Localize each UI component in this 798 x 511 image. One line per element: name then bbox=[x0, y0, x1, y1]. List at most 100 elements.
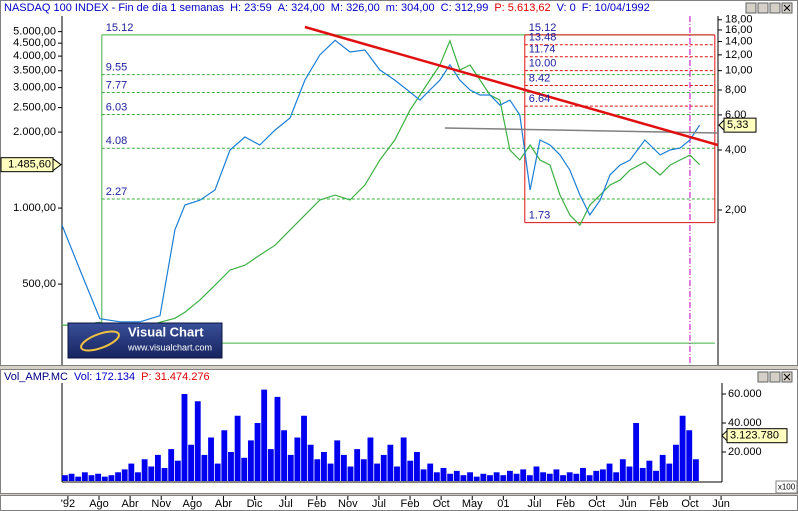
y-tick-label: 500,00 bbox=[22, 278, 56, 290]
header-field: Vol: 172.134 bbox=[74, 371, 135, 383]
header-field: H: 23:59 bbox=[230, 2, 272, 14]
x-tick-label: Nov bbox=[338, 498, 358, 510]
volume-bar bbox=[274, 396, 281, 481]
x-tick-label: Jul bbox=[279, 498, 293, 510]
y-tick-label: 5.000,00 bbox=[13, 26, 56, 38]
x-tick-label: '92 bbox=[61, 498, 75, 510]
volume-bar bbox=[267, 449, 274, 481]
x-tick-label: May bbox=[462, 498, 483, 510]
volume-bar bbox=[566, 472, 573, 481]
volume-bar bbox=[487, 475, 493, 481]
header-field: P: 31.474.276 bbox=[141, 371, 210, 383]
volume-bar bbox=[633, 423, 640, 481]
last-value-box bbox=[0, 157, 54, 173]
fib-label: 11.74 bbox=[529, 44, 556, 56]
x-tick-label: Oct bbox=[681, 498, 698, 510]
y-tick-label: 1.000,00 bbox=[13, 202, 56, 214]
volume-bar bbox=[646, 460, 653, 481]
x-tick-label: Oct bbox=[433, 498, 450, 510]
volume-bar bbox=[347, 466, 354, 481]
restore-button[interactable] bbox=[757, 2, 769, 14]
vol-maximize-button[interactable] bbox=[769, 371, 781, 383]
volume-plot-area bbox=[62, 389, 699, 481]
x-tick-label: Jul bbox=[527, 498, 541, 510]
y-tick-label: 2.500,00 bbox=[13, 102, 56, 114]
volume-bar bbox=[247, 440, 254, 481]
header-field: F: 10/04/1992 bbox=[582, 2, 650, 14]
x-tick-label: Jul bbox=[372, 498, 386, 510]
y2-tick-label: 8,00 bbox=[725, 84, 746, 96]
x-tick-label: Jun bbox=[712, 498, 730, 510]
volume-bar bbox=[141, 459, 148, 481]
volume-bar bbox=[659, 454, 666, 481]
fib-label: 4.08 bbox=[106, 135, 127, 147]
volume-bar bbox=[241, 457, 248, 481]
last-value-label: 5,33 bbox=[727, 119, 748, 131]
volume-bar bbox=[473, 476, 480, 481]
volume-bar bbox=[606, 463, 613, 481]
volume-bar bbox=[148, 466, 155, 481]
y-tick-label: 4.000,00 bbox=[13, 50, 56, 62]
volume-bar bbox=[673, 444, 679, 481]
volume-bar bbox=[128, 463, 135, 481]
volume-bar bbox=[221, 430, 228, 481]
y2-tick-label: 16,00 bbox=[725, 24, 753, 36]
fib-label: 15.12 bbox=[529, 22, 557, 34]
volume-bar bbox=[340, 454, 347, 481]
volume-bar bbox=[493, 472, 500, 481]
y-tick-label: 4.500,00 bbox=[13, 37, 56, 49]
volume-bar bbox=[414, 452, 420, 481]
trendline bbox=[304, 25, 718, 147]
fib-label: 7.77 bbox=[106, 79, 127, 91]
x-tick-label: Dic bbox=[247, 498, 263, 510]
volume-bar bbox=[188, 444, 195, 481]
price-line bbox=[62, 39, 701, 323]
volume-bar bbox=[95, 473, 102, 481]
fib-label: 10.00 bbox=[529, 58, 557, 70]
volume-bar bbox=[586, 475, 593, 481]
volume-bar bbox=[520, 469, 527, 481]
volume-bar bbox=[115, 472, 121, 481]
volume-bar bbox=[108, 475, 115, 481]
last-value-label: 1.485,60 bbox=[8, 159, 51, 171]
logo-url: www.visualchart.com bbox=[127, 342, 212, 352]
volume-bar bbox=[679, 415, 686, 481]
x-tick-label: Feb bbox=[401, 498, 420, 510]
window-buttons[interactable] bbox=[745, 2, 793, 383]
volume-bar bbox=[380, 454, 387, 481]
volume-bar bbox=[161, 467, 168, 481]
volume-bar bbox=[400, 437, 407, 481]
volume-bar bbox=[593, 470, 600, 481]
volume-bar bbox=[62, 475, 68, 481]
x-tick-label: Ago bbox=[89, 498, 109, 510]
header-field: Vol_AMP.MC bbox=[4, 371, 68, 383]
volume-bar bbox=[599, 469, 606, 481]
volume-bar bbox=[546, 473, 553, 481]
multiplier-label: x100 bbox=[778, 483, 796, 492]
vol-restore-button[interactable] bbox=[757, 371, 769, 383]
y2-tick-label: 2,00 bbox=[725, 204, 746, 216]
volume-bar bbox=[433, 472, 440, 481]
volume-bar bbox=[88, 475, 95, 481]
volume-bar bbox=[440, 467, 447, 481]
volume-bar bbox=[513, 473, 520, 481]
fib-label: 6.03 bbox=[106, 101, 127, 113]
y2-tick-label: 12,00 bbox=[725, 49, 753, 61]
minimize-button[interactable] bbox=[745, 2, 757, 14]
volume-bar bbox=[540, 472, 547, 481]
volume-bar bbox=[234, 415, 241, 481]
volume-bar bbox=[261, 389, 268, 481]
volume-bar bbox=[201, 454, 208, 481]
volume-bar bbox=[81, 472, 88, 481]
volume-bar bbox=[580, 467, 586, 481]
volume-bar bbox=[101, 476, 108, 481]
y2-tick-label: 14,00 bbox=[725, 35, 753, 47]
maximize-button[interactable] bbox=[769, 2, 781, 14]
volume-bar bbox=[307, 444, 314, 481]
y-tick-label: 3.000,00 bbox=[13, 82, 56, 94]
volume-bar bbox=[75, 476, 82, 481]
volume-bar bbox=[500, 475, 507, 481]
fib-label: 13.48 bbox=[529, 32, 557, 44]
